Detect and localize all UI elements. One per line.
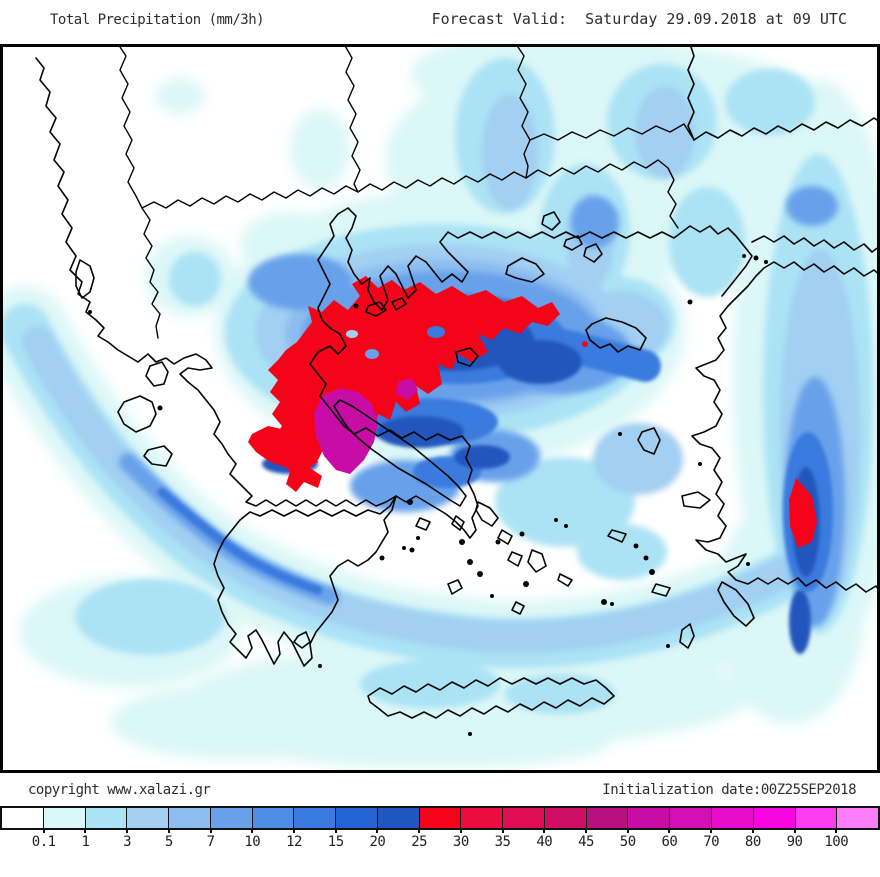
colorbar-swatch	[85, 808, 128, 828]
border-layer	[117, 44, 695, 339]
colorbar-swatch	[252, 808, 295, 828]
colorbar-tick	[42, 829, 45, 833]
forecast-valid-label: Forecast Valid: Saturday 29.09.2018 at 0…	[431, 10, 847, 28]
colorbar-swatch	[753, 808, 796, 828]
colorbar-swatch	[2, 808, 44, 828]
colorbar-tick-label: 0.1	[31, 834, 56, 850]
colorbar-tick	[376, 829, 379, 833]
page-title: Total Precipitation (mm/3h)	[50, 12, 265, 28]
colorbar-tick-label: 40	[536, 834, 553, 850]
initialization-label: Initialization date:00Z25SEP2018	[602, 782, 856, 798]
colorbar-swatch	[795, 808, 838, 828]
colorbar-tick	[793, 829, 796, 833]
colorbar-swatch	[294, 808, 337, 828]
colorbar-tick	[710, 829, 713, 833]
colorbar-tick-label: 10	[244, 834, 261, 850]
colorbar-tick-label: 100	[824, 834, 849, 850]
colorbar-swatch	[169, 808, 211, 828]
islands-layer	[75, 211, 768, 736]
colorbar-swatch	[544, 808, 587, 828]
colorbar-tick-label: 20	[369, 834, 386, 850]
colorbar-tick	[293, 829, 295, 833]
colorbar-tick	[543, 829, 546, 833]
colorbar-tick	[167, 829, 170, 833]
colorbar-tick-label: 7	[206, 834, 215, 850]
colorbar-tick	[751, 829, 754, 833]
colorbar-tick	[585, 829, 587, 833]
colorbar-swatch	[670, 808, 713, 828]
colorbar-swatch	[336, 808, 378, 828]
colorbar-tick	[668, 829, 671, 833]
copyright-label: copyright www.xalazi.gr	[28, 782, 211, 798]
colorbar-swatch	[461, 808, 504, 828]
colorbar-swatch	[712, 808, 754, 828]
colorbar-tick-label: 35	[494, 834, 511, 850]
precipitation-map	[0, 44, 880, 773]
colorbar-tick-label: 60	[661, 834, 678, 850]
colorbar-tick	[334, 829, 337, 833]
colorbar-swatch	[503, 808, 545, 828]
colorbar-tick-label: 50	[619, 834, 636, 850]
colorbar-tick-label: 15	[327, 834, 344, 850]
header: Total Precipitation (mm/3h) Forecast Val…	[0, 0, 880, 44]
colorbar-tick	[418, 829, 421, 833]
colorbar-tick-label: 12	[286, 834, 302, 850]
colorbar-tick	[84, 829, 87, 833]
colorbar	[0, 806, 880, 830]
colorbar-tick-label: 80	[744, 834, 761, 850]
colorbar-tick	[459, 829, 462, 833]
colorbar-swatch	[586, 808, 629, 828]
colorbar-labels: 0.1 1 3 5 7 10 12 15 20 25 30 35 40 45 50 60 70 80 90 100	[0, 829, 880, 852]
colorbar-tick	[835, 829, 838, 833]
colorbar-swatch	[419, 808, 462, 828]
colorbar-tick	[501, 829, 504, 833]
colorbar-tick-label: 25	[411, 834, 428, 850]
colorbar-tick-label: 3	[123, 834, 132, 850]
colorbar-tick	[126, 829, 129, 833]
colorbar-tick-label: 30	[452, 834, 469, 850]
coastline-layer	[35, 44, 880, 719]
colorbar-swatch	[628, 808, 671, 828]
colorbar-tick-label: 45	[578, 834, 594, 850]
colorbar-tick-label: 1	[81, 834, 90, 850]
colorbar-tick	[251, 829, 254, 833]
map-frame	[0, 44, 880, 773]
colorbar-swatch	[127, 808, 170, 828]
colorbar-swatch	[377, 808, 420, 828]
colorbar-tick	[626, 829, 629, 833]
colorbar-tick-label: 5	[164, 834, 173, 850]
colorbar-swatch	[837, 808, 879, 828]
footer: copyright www.xalazi.gr Initialization d…	[0, 773, 880, 806]
colorbar-swatch	[210, 808, 253, 828]
colorbar-tick	[209, 829, 212, 833]
colorbar-tick-label: 90	[786, 834, 803, 850]
colorbar-tick-label: 70	[703, 834, 720, 850]
colorbar-swatch	[43, 808, 86, 828]
